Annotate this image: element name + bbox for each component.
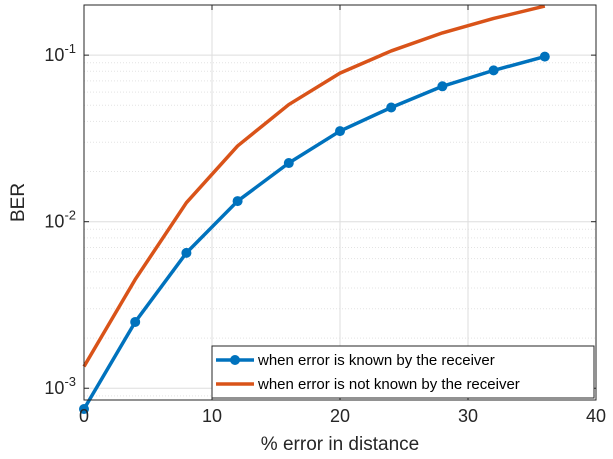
legend-box: [211, 345, 595, 399]
x-tick-label: 0: [79, 406, 89, 426]
series-layer: [79, 4, 550, 415]
x-tick-label: 30: [458, 406, 478, 426]
legend-marker-1: [230, 355, 240, 365]
data-point: [130, 316, 141, 327]
data-point: [437, 81, 448, 92]
x-tick-label: 10: [202, 406, 222, 426]
data-point: [232, 196, 243, 207]
series-line-1: [82, 54, 546, 410]
y-axis-label: BER: [8, 183, 29, 222]
data-point: [488, 65, 499, 76]
legend: when error is known by the receiver when …: [211, 345, 595, 399]
series-line-2: [82, 4, 546, 368]
x-tick-label: 20: [330, 406, 350, 426]
data-point: [386, 102, 397, 113]
data-point: [283, 158, 294, 169]
y-tick-label: 10-3: [44, 374, 76, 398]
y-tick-label: 10-2: [44, 208, 76, 232]
data-point: [181, 247, 192, 258]
y-tick-label: 10-1: [44, 41, 76, 65]
data-point: [79, 404, 89, 415]
data-point: [335, 126, 345, 137]
data-point: [539, 51, 550, 62]
legend-label-1: when error is known by the receiver: [257, 352, 495, 369]
x-tick-label: 40: [586, 406, 606, 426]
tick-layer: 0 10 20 30 40 10-3 10-2 10-1: [44, 5, 606, 426]
x-axis-label: % error in distance: [261, 434, 419, 455]
legend-label-2: when error is not known by the receiver: [257, 376, 520, 393]
